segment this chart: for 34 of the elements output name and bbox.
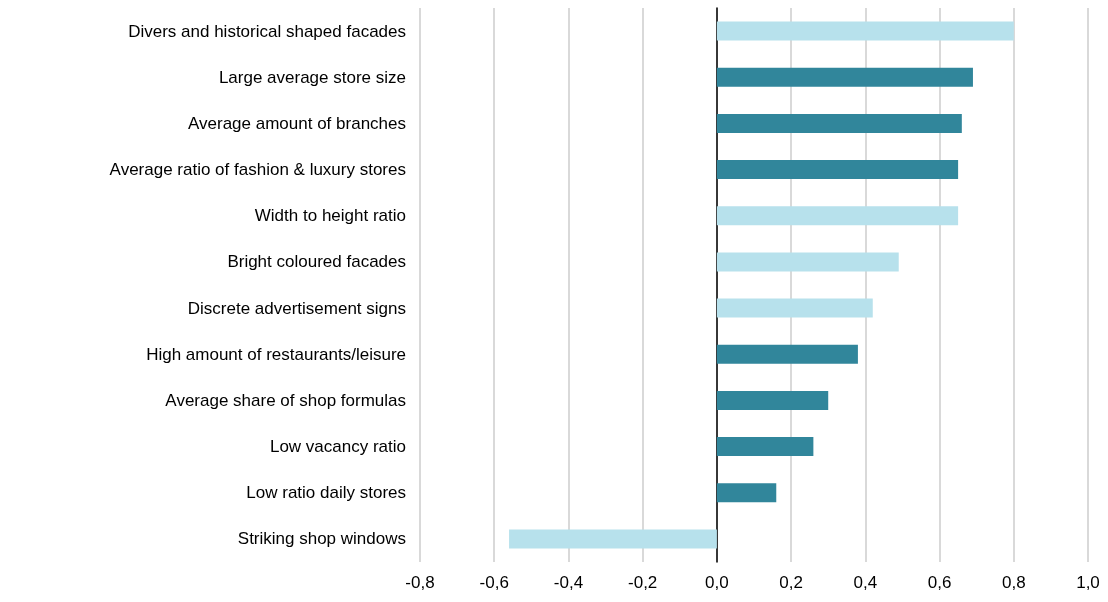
- y-tick-label: Low vacancy ratio: [269, 437, 406, 457]
- bar: [716, 483, 777, 503]
- y-tick-label: Low ratio daily stores: [246, 483, 406, 503]
- x-tick-label: 1,0: [1076, 573, 1100, 592]
- y-tick-label: Average ratio of fashion & luxury stores: [109, 160, 406, 180]
- y-tick-label: Bright coloured facades: [227, 252, 406, 272]
- bar: [716, 67, 973, 87]
- y-tick-label: Discrete advertisement signs: [187, 298, 406, 318]
- x-tick-label: 0,0: [705, 573, 729, 592]
- y-tick-label: High amount of restaurants/leisure: [146, 344, 406, 364]
- bar: [716, 21, 1014, 41]
- bar: [509, 529, 717, 549]
- y-tick-label: Width to height ratio: [254, 206, 406, 226]
- bar: [716, 390, 829, 410]
- y-tick-label: Average amount of branches: [188, 113, 406, 133]
- x-tick-label: -0,8: [405, 573, 435, 592]
- x-tick-label: 0,8: [1001, 573, 1026, 592]
- x-tick-label: 0,6: [927, 573, 952, 592]
- x-tick-label: -0,4: [553, 573, 584, 592]
- bar: [716, 206, 959, 226]
- x-tick-label: 0,2: [779, 573, 803, 592]
- x-tick-label: -0,2: [628, 573, 658, 592]
- bar: [716, 252, 899, 272]
- y-tick-label: Divers and historical shaped facades: [128, 21, 406, 41]
- bar: [716, 437, 814, 457]
- y-tick-label: Average share of shop formulas: [165, 390, 406, 410]
- y-tick-label: Striking shop windows: [237, 529, 406, 549]
- bar: [716, 298, 873, 318]
- y-tick-label: Large average store size: [218, 67, 406, 87]
- bar: [716, 160, 959, 180]
- x-tick-label: 0,4: [853, 573, 878, 592]
- x-tick-label: -0,6: [479, 573, 509, 592]
- bar: [716, 344, 858, 364]
- bar: [716, 113, 962, 133]
